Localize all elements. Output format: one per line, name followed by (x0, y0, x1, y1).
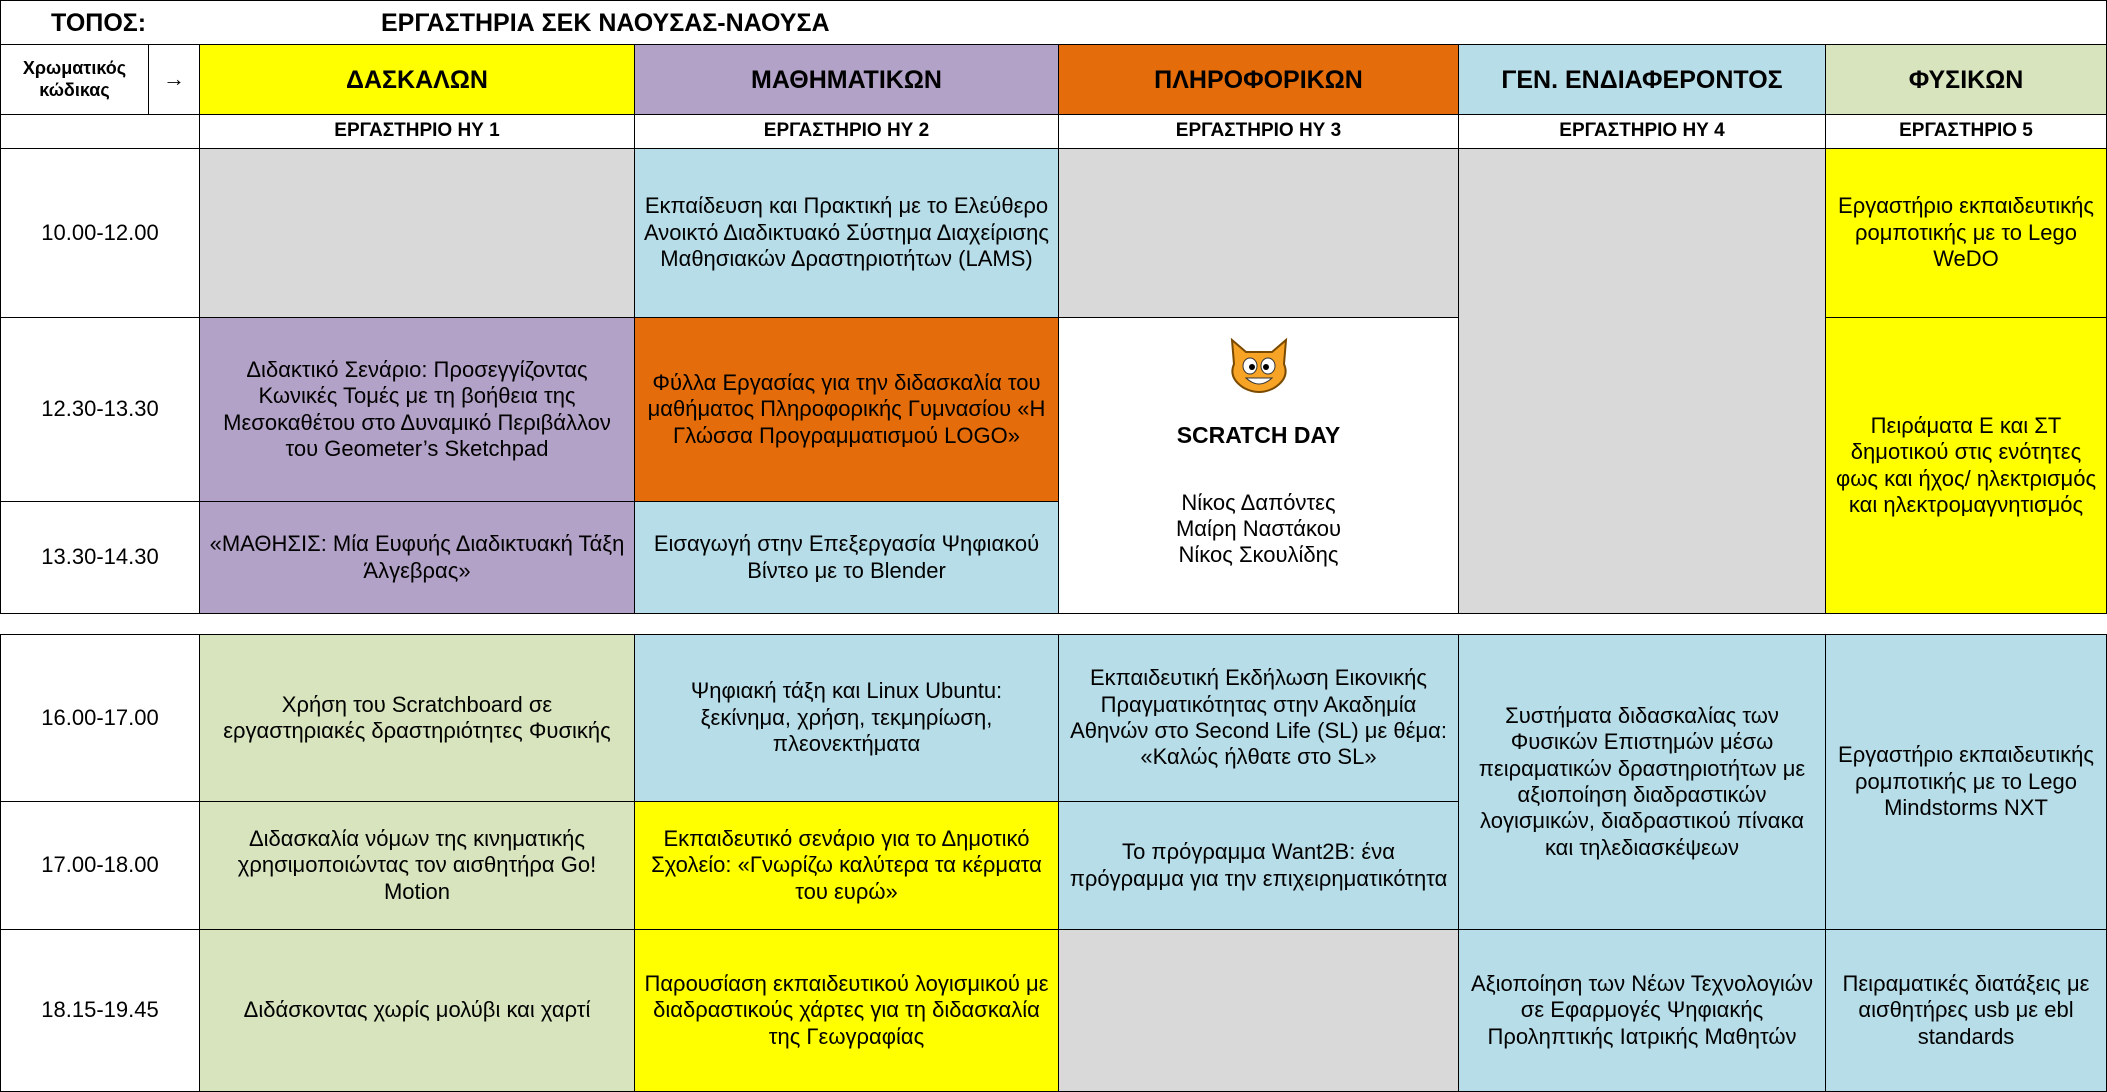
place-title: ΕΡΓΑΣΤΗΡΙΑ ΣΕΚ ΝΑΟΥΣΑΣ-ΝΑΟΥΣΑ (381, 8, 830, 37)
lab-header: ΕΡΓΑΣΤΗΡΙΟ ΗΥ 2 (634, 114, 1059, 149)
session: Εκπαίδευση και Πρακτική με το Ελεύθερο Α… (634, 148, 1059, 318)
session: Εργαστήριο εκπαιδευτικής ρομποτικής με τ… (1825, 634, 2107, 930)
session: Φύλλα Εργασίας για την διδασκαλία του μα… (634, 317, 1059, 502)
session: «ΜΑΘΗΣΙΣ: Μία Ευφυής Διαδικτυακή Τάξη Άλ… (199, 501, 635, 614)
category: ΔΑΣΚΑΛΩΝ (199, 44, 635, 115)
lab-header: ΕΡΓΑΣΤΗΡΙΟ ΗΥ 4 (1458, 114, 1826, 149)
session: Αξιοποίηση των Νέων Τεχνολογιών σε Εφαρμ… (1458, 929, 1826, 1092)
scratch-person: Νίκος Δαπόντες (1181, 489, 1336, 515)
session: Χρήση του Scratchboard σε εργαστηριακές … (199, 634, 635, 802)
time: 16.00-17.00 (0, 634, 200, 802)
lab-header: ΕΡΓΑΣΤΗΡΙΟ ΗΥ 3 (1058, 114, 1459, 149)
scratch-cell: SCRATCH DAY Νίκος Δαπόντες Μαίρη Ναστάκο… (1058, 317, 1459, 614)
session: Εκπαιδευτικό σενάριο για το Δημοτικό Σχο… (634, 801, 1059, 930)
session: Εισαγωγή στην Επεξεργασία Ψηφιακού Βίντε… (634, 501, 1059, 614)
category: ΠΛΗΡΟΦΟΡΙΚΩΝ (1058, 44, 1459, 115)
session: Διδακτικό Σενάριο: Προσεγγίζοντας Κωνικέ… (199, 317, 635, 502)
empty-cell (1058, 148, 1459, 318)
session: Το πρόγραμμα Want2B: ένα πρόγραμμα για τ… (1058, 801, 1459, 930)
scratch-title: SCRATCH DAY (1176, 422, 1341, 448)
scratch-person: Μαίρη Ναστάκου (1175, 515, 1342, 541)
session: Ψηφιακή τάξη και Linux Ubuntu: ξεκίνημα,… (634, 634, 1059, 802)
category: ΦΥΣΙΚΩΝ (1825, 44, 2107, 115)
category: ΓΕΝ. ΕΝΔΙΑΦΕΡΟΝΤΟΣ (1458, 44, 1826, 115)
title-row: ΤΟΠΟΣ: ΕΡΓΑΣΤΗΡΙΑ ΣΕΚ ΝΑΟΥΣΑΣ-ΝΑΟΥΣΑ (0, 0, 2107, 45)
lab-header: ΕΡΓΑΣΤΗΡΙΟ 5 (1825, 114, 2107, 149)
session: Πειραματικές διατάξεις με αισθητήρες usb… (1825, 929, 2107, 1092)
category: ΜΑΘΗΜΑΤΙΚΩΝ (634, 44, 1059, 115)
empty-cell (1458, 148, 1826, 614)
session: Διδάσκοντας χωρίς μολύβι και χαρτί (199, 929, 635, 1092)
session: Συστήματα διδασκαλίας των Φυσικών Επιστη… (1458, 634, 1826, 930)
time: 17.00-18.00 (0, 801, 200, 930)
legend-arrow: → (148, 44, 200, 115)
session: Διδασκαλία νόμων της κινηματικής χρησιμο… (199, 801, 635, 930)
session: Εκπαιδευτική Εκδήλωση Εικονικής Πραγματι… (1058, 634, 1459, 802)
time: 13.30-14.30 (0, 501, 200, 614)
session: Πειράματα Ε και ΣΤ δημοτικού στις ενότητ… (1825, 317, 2107, 614)
time: 12.30-13.30 (0, 317, 200, 502)
empty-cell (1058, 929, 1459, 1092)
place-label: ΤΟΠΟΣ: (51, 8, 147, 37)
time: 18.15-19.45 (0, 929, 200, 1092)
scratch-cat-icon (1230, 337, 1287, 393)
session: Εργαστήριο εκπαιδευτικής ρομποτικής με τ… (1825, 148, 2107, 318)
legend-label: Χρωματικός κώδικας (0, 44, 149, 115)
time: 10.00-12.00 (0, 148, 200, 318)
empty-cell (199, 148, 635, 318)
lab-header: ΕΡΓΑΣΤΗΡΙΟ ΗΥ 1 (199, 114, 635, 149)
scratch-person: Νίκος Σκουλίδης (1178, 542, 1339, 568)
session: Παρουσίαση εκπαιδευτικού λογισμικού με δ… (634, 929, 1059, 1092)
blank-cell (0, 114, 200, 149)
